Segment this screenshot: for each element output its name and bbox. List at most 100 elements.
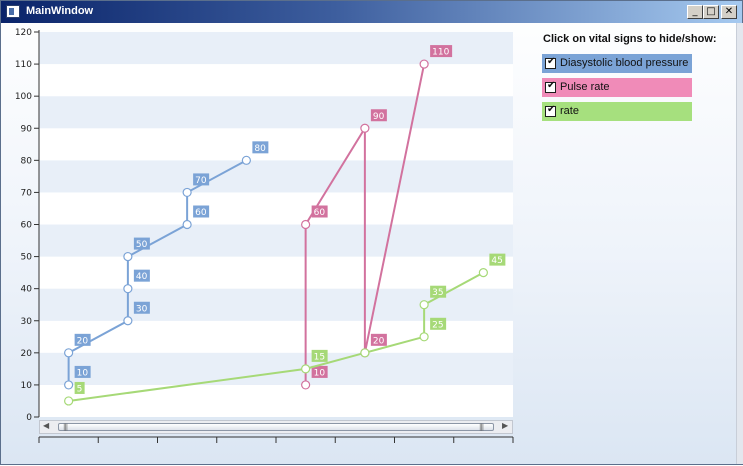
grid-band: [39, 352, 513, 385]
data-label: 80: [254, 144, 266, 154]
legend-label: rate: [560, 105, 579, 117]
y-tick-label: 80: [21, 156, 33, 166]
data-label-bg: [430, 45, 453, 58]
data-point: [64, 380, 74, 390]
app-icon: [6, 5, 20, 18]
grip-icon: |||: [63, 423, 68, 431]
legend-label: Pulse rate: [560, 81, 610, 93]
data-label-bg: [193, 173, 210, 186]
close-button[interactable]: ✕: [721, 5, 737, 19]
data-point: [419, 300, 429, 310]
data-label-bg: [133, 237, 150, 250]
data-point: [241, 155, 251, 165]
checkbox-icon[interactable]: [545, 56, 556, 69]
data-label-bg: [370, 333, 387, 346]
data-label: 50: [136, 240, 148, 250]
maximize-button[interactable]: □: [703, 5, 719, 19]
y-tick-label: 30: [21, 317, 33, 327]
data-label: 35: [432, 288, 443, 298]
data-label: 110: [432, 48, 449, 58]
data-label: 10: [314, 368, 326, 378]
data-label: 25: [432, 320, 443, 330]
scroll-right-arrow-icon[interactable]: ▶: [502, 421, 509, 430]
title-bar[interactable]: MainWindow _ □ ✕: [1, 1, 742, 23]
grid-band: [39, 64, 513, 97]
data-label: 30: [136, 304, 148, 314]
data-point: [360, 348, 370, 358]
grid-band: [39, 224, 513, 257]
data-point: [123, 251, 133, 262]
data-point: [123, 316, 133, 326]
minimize-button[interactable]: _: [687, 5, 703, 19]
data-label: 5: [77, 384, 83, 394]
data-point: [419, 59, 429, 69]
y-tick-label: 120: [15, 28, 32, 38]
data-label-bg: [133, 269, 150, 282]
scroll-thumb[interactable]: ||| |||: [58, 423, 494, 431]
data-point: [301, 219, 311, 230]
grid-band: [39, 160, 513, 193]
data-label-bg: [489, 253, 506, 266]
data-label: 60: [195, 208, 207, 218]
grip-icon: |||: [479, 423, 484, 431]
grid-band: [39, 96, 513, 129]
checkbox-icon[interactable]: [545, 104, 556, 117]
data-label: 60: [314, 208, 326, 218]
series-line: [67, 159, 247, 385]
data-label: 70: [195, 176, 207, 186]
data-label-bg: [74, 381, 85, 394]
legend-item-diastolic[interactable]: Diasystolic blood pressure: [542, 54, 692, 73]
checkbox-icon[interactable]: [545, 80, 556, 93]
y-tick-label: 0: [26, 413, 32, 423]
data-point: [64, 348, 74, 358]
data-label: 20: [77, 336, 89, 346]
data-label-bg: [252, 141, 269, 154]
data-label-bg: [133, 301, 150, 314]
data-label: 15: [314, 352, 325, 362]
data-point: [478, 268, 488, 278]
data-label-bg: [311, 365, 328, 378]
data-label: 20: [373, 336, 385, 346]
y-tick-label: 60: [21, 221, 33, 231]
data-label: 45: [491, 256, 502, 266]
data-point: [182, 219, 192, 230]
grid-band: [39, 384, 513, 417]
data-point: [123, 284, 133, 294]
data-label-bg: [74, 333, 91, 346]
data-label-bg: [74, 365, 91, 378]
data-point: [419, 332, 429, 342]
data-point: [301, 364, 311, 374]
scroll-left-arrow-icon[interactable]: ◀: [43, 421, 50, 430]
data-label-bg: [430, 285, 447, 298]
data-label-bg: [311, 205, 328, 218]
y-tick-label: 10: [21, 381, 33, 391]
legend-item-pulse-rate[interactable]: Pulse rate: [542, 78, 692, 97]
horizontal-scrollbar[interactable]: ◀ ||| ||| ▶: [39, 420, 513, 434]
window-title: MainWindow: [26, 5, 94, 17]
y-tick-label: 70: [21, 188, 33, 198]
data-point: [64, 396, 74, 406]
data-label: 90: [373, 112, 385, 122]
legend-item-rate[interactable]: rate: [542, 102, 692, 121]
grid-band: [39, 128, 513, 161]
grid-band: [39, 256, 513, 289]
window-edge: [736, 23, 743, 464]
data-point: [301, 380, 311, 390]
y-tick-label: 40: [21, 285, 33, 295]
y-tick-label: 50: [21, 253, 33, 263]
legend-title: Click on vital signs to hide/show:: [543, 33, 717, 45]
data-point: [182, 187, 192, 198]
data-point: [360, 123, 370, 133]
data-label-bg: [430, 317, 447, 330]
series-line: [68, 271, 484, 402]
y-tick-label: 20: [21, 349, 33, 359]
y-tick-label: 90: [21, 124, 33, 134]
legend-label: Diasystolic blood pressure: [560, 57, 689, 69]
data-label: 40: [136, 272, 148, 282]
data-label: 10: [77, 368, 89, 378]
data-label-bg: [370, 109, 387, 122]
data-label-bg: [311, 349, 328, 362]
grid-band: [39, 192, 513, 225]
